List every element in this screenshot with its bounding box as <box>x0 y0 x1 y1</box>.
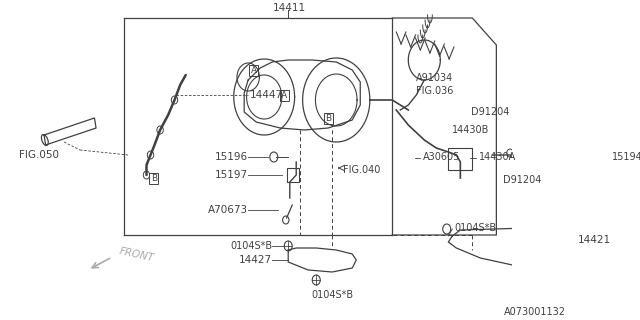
Bar <box>149 172 158 183</box>
Bar <box>287 168 300 182</box>
Bar <box>324 113 333 124</box>
Text: FIG.050: FIG.050 <box>19 150 60 160</box>
Text: 0104S*B: 0104S*B <box>455 223 497 233</box>
Text: B: B <box>150 173 157 182</box>
Bar <box>449 148 472 170</box>
Text: A: A <box>251 66 257 75</box>
Text: D91204: D91204 <box>503 175 541 185</box>
Text: FIG.036: FIG.036 <box>415 86 453 96</box>
Text: D91204: D91204 <box>471 107 509 117</box>
Bar <box>250 65 258 76</box>
Text: 14421: 14421 <box>578 235 611 245</box>
Text: A30605: A30605 <box>422 152 460 162</box>
Text: 14447: 14447 <box>250 90 283 100</box>
Text: FIG.040: FIG.040 <box>342 165 380 175</box>
Text: A: A <box>281 91 287 100</box>
Text: A073001132: A073001132 <box>504 307 566 317</box>
Text: 15196: 15196 <box>215 152 248 162</box>
Text: 14427: 14427 <box>239 255 272 265</box>
Text: 14430B: 14430B <box>452 125 490 135</box>
Text: 14411: 14411 <box>273 3 307 13</box>
Text: FRONT: FRONT <box>118 246 156 264</box>
Text: 0104S*B: 0104S*B <box>311 290 353 300</box>
Text: 15194: 15194 <box>612 152 640 162</box>
Text: 15197: 15197 <box>215 170 248 180</box>
Text: A91034: A91034 <box>415 73 452 83</box>
Text: B: B <box>325 114 332 123</box>
Text: 0104S*B: 0104S*B <box>230 241 272 251</box>
Bar <box>280 90 289 100</box>
Text: A70673: A70673 <box>208 205 248 215</box>
Text: 14430A: 14430A <box>479 152 516 162</box>
